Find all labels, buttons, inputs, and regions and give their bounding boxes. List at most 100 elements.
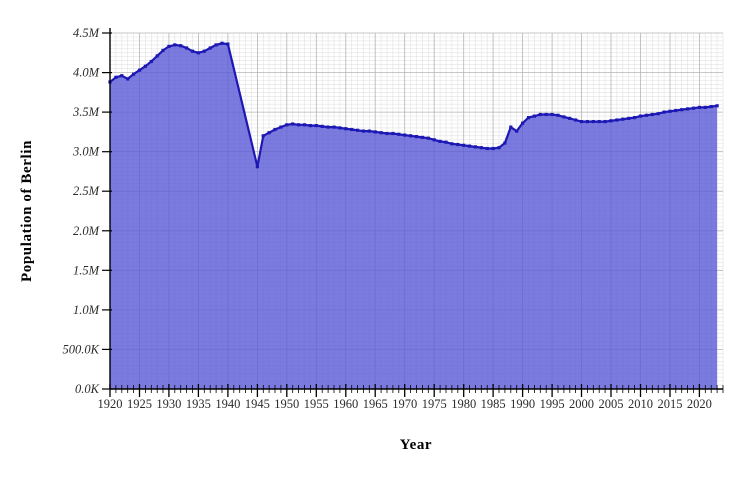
data-point (208, 46, 212, 50)
data-point (114, 75, 118, 79)
data-point (668, 109, 672, 113)
y-tick-label: 3.0M (72, 145, 100, 159)
y-tick-label: 1.0M (73, 303, 100, 317)
data-point (161, 48, 165, 52)
data-point (432, 138, 436, 142)
data-point (456, 142, 460, 147)
x-tick-label: 1940 (215, 397, 240, 411)
data-point (568, 116, 572, 120)
data-point (414, 135, 419, 139)
data-point (338, 126, 342, 130)
data-point (350, 127, 354, 132)
data-point (308, 124, 312, 128)
data-point (715, 104, 719, 108)
data-point (326, 125, 330, 129)
data-point (420, 135, 424, 139)
data-point (532, 114, 536, 118)
data-point (302, 123, 307, 127)
x-tick-label: 1990 (510, 397, 535, 411)
data-point (473, 145, 477, 149)
data-point (149, 59, 153, 64)
data-point (267, 131, 271, 135)
data-point (662, 110, 666, 114)
x-tick-label: 1945 (245, 397, 270, 411)
data-point-markers (108, 41, 719, 169)
y-tick-label: 0.0K (75, 382, 100, 396)
data-point (314, 124, 318, 128)
data-point (579, 120, 584, 124)
data-point (633, 116, 637, 120)
data-point (585, 120, 589, 124)
data-point (196, 51, 200, 55)
x-tick-label: 2005 (599, 397, 624, 411)
data-point (179, 44, 183, 48)
data-point (656, 112, 660, 116)
data-point (591, 120, 595, 124)
data-point (356, 128, 360, 132)
y-tick-label: 4.5M (73, 26, 100, 40)
data-point (627, 116, 631, 120)
line-series (109, 42, 718, 168)
x-tick-label: 1970 (392, 397, 417, 411)
x-tick-label: 2020 (687, 397, 712, 411)
x-tick-label: 1955 (304, 397, 329, 411)
data-point (509, 125, 513, 129)
data-point (462, 143, 466, 147)
data-point (650, 112, 654, 117)
data-point (285, 123, 289, 127)
data-point (379, 131, 383, 135)
x-tick-label: 1960 (333, 397, 358, 411)
x-tick-label: 2010 (628, 397, 653, 411)
data-point (686, 107, 690, 111)
data-point (385, 131, 389, 136)
data-point (273, 127, 277, 132)
x-tick-label: 1920 (98, 397, 123, 411)
data-point (467, 144, 472, 148)
data-point (173, 43, 177, 47)
data-point (615, 118, 619, 122)
data-point (562, 115, 566, 119)
data-point (391, 131, 395, 136)
x-tick-label: 1950 (274, 397, 299, 411)
y-tick-label: 4.0M (73, 66, 100, 80)
data-point (291, 122, 295, 126)
data-point (644, 113, 648, 117)
data-point (491, 146, 495, 151)
data-point (497, 146, 501, 150)
data-point (155, 54, 159, 58)
data-point (597, 120, 601, 124)
data-point (479, 146, 483, 150)
data-point (485, 146, 489, 151)
data-point (556, 113, 560, 117)
data-point (603, 120, 607, 124)
x-tick-label: 1980 (451, 397, 476, 411)
data-point (220, 41, 224, 45)
data-point (279, 125, 283, 129)
data-point (297, 123, 301, 127)
data-point (137, 68, 142, 72)
data-point (438, 139, 442, 143)
data-point (126, 77, 130, 81)
data-point (255, 165, 259, 169)
y-tick-label: 500.0K (63, 342, 100, 356)
data-point (709, 105, 713, 109)
chart-root: 1920 1925 1930 1935 1940 1945 1950 1955 1960 1965… (63, 26, 724, 411)
data-point (638, 114, 643, 118)
x-tick-label: 2015 (658, 397, 683, 411)
data-point (621, 117, 625, 121)
data-point (444, 140, 448, 144)
data-point (538, 112, 542, 117)
x-tick-label: 1985 (481, 397, 506, 411)
data-point (226, 42, 230, 46)
data-point (120, 74, 124, 78)
x-axis-ticks (109, 384, 724, 397)
data-point (609, 119, 613, 123)
data-point (132, 72, 136, 76)
x-tick-label: 1930 (156, 397, 181, 411)
data-point (167, 44, 171, 48)
data-point (143, 64, 147, 68)
y-axis-labels: 0.0K 500.0K 1.0M 1.5M 2.0M 2.5M 3.0M 3.5M 4.0M 4.… (63, 26, 100, 396)
data-point (409, 134, 413, 138)
